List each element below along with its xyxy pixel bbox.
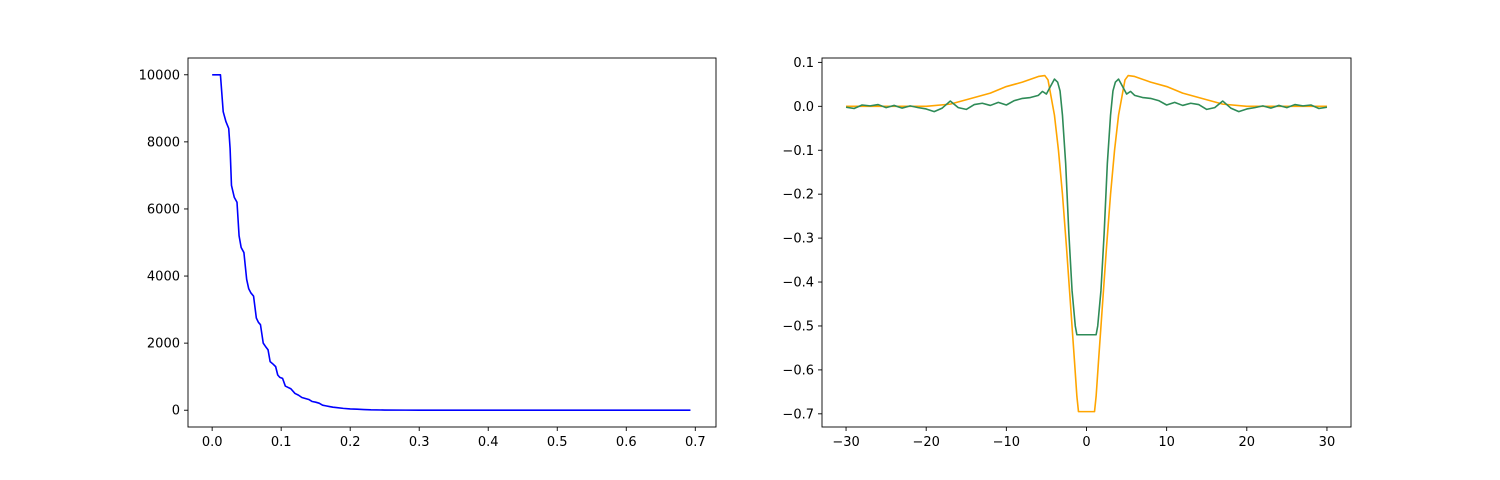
x-tick-label: 0.6: [616, 435, 637, 450]
axes-frame: [187, 57, 717, 428]
x-tick-label: 0.4: [478, 435, 499, 450]
x-tick-label: 0.0: [202, 435, 223, 450]
x-tick-label: 10: [1158, 435, 1175, 450]
x-tick-label: 0.7: [685, 435, 706, 450]
x-tick-label: 0.1: [271, 435, 292, 450]
x-tick-label: 0: [1082, 435, 1090, 450]
series-line-1: [212, 73, 691, 412]
series-line-1: [846, 74, 1327, 413]
x-tick-label: 0.5: [547, 435, 568, 450]
axes-frame: [821, 57, 1352, 428]
x-tick-label: −10: [993, 435, 1020, 450]
x-tick-label: 0.2: [340, 435, 361, 450]
x-tick-label: 0.3: [409, 435, 430, 450]
y-tick-label: −0.7: [782, 407, 814, 422]
y-tick-label: −0.2: [782, 188, 814, 203]
y-tick-label: −0.5: [782, 319, 814, 334]
x-tick-label: −30: [832, 435, 859, 450]
y-tick-label: −0.6: [782, 363, 814, 378]
y-tick-label: −0.4: [782, 276, 814, 291]
y-tick-label: 2000: [147, 337, 180, 352]
y-tick-label: 10000: [139, 68, 180, 83]
y-tick-label: 4000: [147, 270, 180, 285]
y-tick-label: 0.1: [793, 56, 814, 71]
y-tick-label: 0: [172, 404, 180, 419]
y-tick-label: −0.1: [782, 144, 814, 159]
y-tick-label: 8000: [147, 135, 180, 150]
series-line-2: [845, 78, 1328, 336]
y-tick-label: −0.3: [782, 232, 814, 247]
x-tick-label: 30: [1319, 435, 1336, 450]
y-tick-label: 0.0: [793, 100, 814, 115]
x-tick-label: 20: [1239, 435, 1256, 450]
left-plot: 0.0 0.1 0.2 0.3 0.4 0.5 0.6 0.7 0 2000 4000 6000 800…: [139, 57, 717, 450]
right-plot: −30 −20 −10 0 10 20 30 0.1 0.0 −0.1 −0.2 −0.3 −0.4 −0…: [782, 56, 1352, 450]
x-tick-label: −20: [912, 435, 939, 450]
y-tick-label: 6000: [147, 202, 180, 217]
